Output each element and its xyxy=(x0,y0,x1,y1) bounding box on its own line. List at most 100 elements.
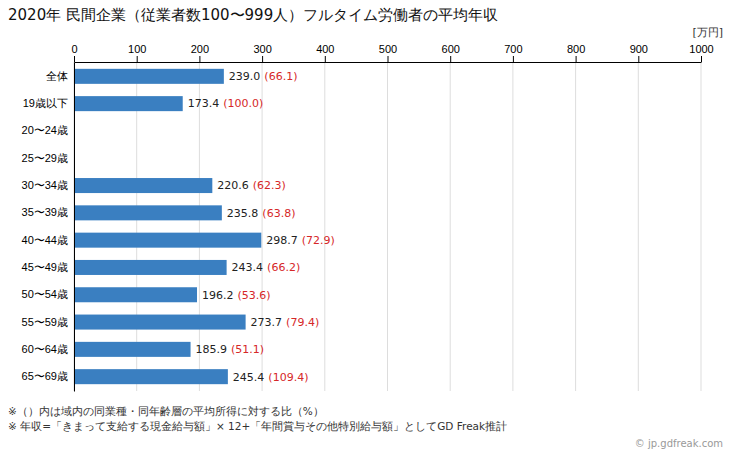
tick: 25〜29歳 xyxy=(22,152,68,164)
percentage-label: (79.4) xyxy=(286,316,319,329)
tick: 19歳以下 xyxy=(23,97,68,109)
tick-mark xyxy=(450,56,451,62)
note: ※ 年収=「きまって支給する現金給与額」× 12+「年間賞与その他特別給与額」と… xyxy=(8,420,507,433)
tick: 40〜44歳 xyxy=(22,234,68,246)
data-labels: 239.0(66.1)173.4(100.0)220.6(62.3)235.8(… xyxy=(188,70,335,383)
grid-line xyxy=(387,62,388,391)
tick-label: 100 xyxy=(128,43,146,55)
grid-line xyxy=(450,62,451,391)
tick-mark xyxy=(701,56,702,62)
percentage-label: (66.2) xyxy=(267,261,300,274)
tick: 200 xyxy=(191,43,209,62)
grid-line xyxy=(512,62,513,391)
percentage-label: (53.6) xyxy=(238,289,271,302)
tick-mark xyxy=(74,56,75,62)
tick: 400 xyxy=(316,43,334,62)
grid-line xyxy=(136,62,137,391)
tick-label: 400 xyxy=(316,43,334,55)
data-label: 239.0 xyxy=(229,70,261,83)
x-axis: 0 100 200 300 400 500 600 700 800 900 1000 xyxy=(71,43,713,63)
tick-mark xyxy=(388,56,389,62)
grid-line xyxy=(638,62,639,391)
tick: 800 xyxy=(567,43,585,62)
percentage-label: (63.8) xyxy=(262,207,295,220)
grid-line xyxy=(199,62,200,391)
y-axis: 全体 19歳以下 20〜24歳 25〜29歳 30〜34歳 35〜39歳 40〜44歳 45〜… xyxy=(22,63,75,392)
data-label: 245.4 xyxy=(233,371,264,384)
axis-line xyxy=(75,62,702,63)
percentage-label: (100.0) xyxy=(223,97,263,110)
tick: 900 xyxy=(630,43,648,62)
axis-label: [万円] xyxy=(692,26,723,39)
tick-label: 20〜24歳 xyxy=(22,124,68,136)
tick-mark xyxy=(513,56,514,62)
tick-label: 19歳以下 xyxy=(23,97,68,109)
bar xyxy=(74,342,191,357)
tick-label: 65〜69歳 xyxy=(22,370,68,382)
tick-label: 700 xyxy=(504,43,522,55)
percentage-label: (51.1) xyxy=(231,343,264,356)
percentage-label: (72.9) xyxy=(302,234,335,247)
grid-line xyxy=(575,62,576,391)
tick-label: 45〜49歳 xyxy=(22,261,68,273)
tick: 60〜64歳 xyxy=(22,343,68,355)
tick-label: 300 xyxy=(253,43,271,55)
tick: 600 xyxy=(442,43,460,62)
tick: 300 xyxy=(253,43,271,62)
grid-line xyxy=(701,62,702,391)
tick-label: 30〜34歳 xyxy=(22,179,68,191)
tick: 55〜59歳 xyxy=(22,316,68,328)
tick-mark xyxy=(262,56,263,62)
note: ※（）内は域内の同業種・同年齢層の平均所得に対する比（%） xyxy=(8,405,324,418)
tick-mark xyxy=(576,56,577,62)
chart: 2020年 民間企業（従業者数100〜999人）フルタイム労働者の平均年収[万円… xyxy=(0,0,729,451)
tick: 1000 xyxy=(689,43,713,62)
tick-label: 25〜29歳 xyxy=(22,152,68,164)
tick-label: 500 xyxy=(379,43,397,55)
tick: 35〜39歳 xyxy=(22,206,68,218)
source: © jp.gdfreak.com xyxy=(635,438,723,449)
tick: 100 xyxy=(128,43,146,62)
bar xyxy=(74,233,261,248)
percentage-label: (109.4) xyxy=(268,371,308,384)
tick-label: 35〜39歳 xyxy=(22,206,68,218)
data-label: 243.4 xyxy=(232,261,264,274)
tick: 45〜49歳 xyxy=(22,261,68,273)
bars xyxy=(74,69,261,384)
data-label: 235.8 xyxy=(227,207,259,220)
tick: 30〜34歳 xyxy=(22,179,68,191)
grid-line xyxy=(74,62,75,391)
tick-label: 50〜54歳 xyxy=(22,288,68,300)
bar xyxy=(74,287,197,302)
tick-label: 1000 xyxy=(689,43,713,55)
data-label: 298.7 xyxy=(266,234,298,247)
bar xyxy=(74,260,227,275)
bar xyxy=(74,315,246,330)
tick: 全体 xyxy=(46,70,68,82)
tick-label: 0 xyxy=(71,43,77,55)
percentage-label: (66.1) xyxy=(264,70,297,83)
data-label: 196.2 xyxy=(202,289,234,302)
data-label: 273.7 xyxy=(251,316,283,329)
data-label: 185.9 xyxy=(196,343,228,356)
tick-mark xyxy=(325,56,326,62)
tick-mark xyxy=(638,56,639,62)
tick: 500 xyxy=(379,43,397,62)
tick-mark xyxy=(199,56,200,62)
bar xyxy=(74,369,228,384)
bar xyxy=(74,69,224,84)
tick-label: 900 xyxy=(630,43,648,55)
tick: 0 xyxy=(71,43,77,62)
tick: 700 xyxy=(504,43,522,62)
data-label: 220.6 xyxy=(217,179,249,192)
grid-line xyxy=(324,62,325,391)
tick: 20〜24歳 xyxy=(22,124,68,136)
tick: 50〜54歳 xyxy=(22,288,68,300)
bar xyxy=(74,96,183,111)
grid-line xyxy=(262,62,263,391)
data-label: 173.4 xyxy=(188,97,220,110)
tick-label: 800 xyxy=(567,43,585,55)
tick-mark xyxy=(137,56,138,62)
tick-label: 全体 xyxy=(46,70,68,82)
tick-label: 200 xyxy=(191,43,209,55)
